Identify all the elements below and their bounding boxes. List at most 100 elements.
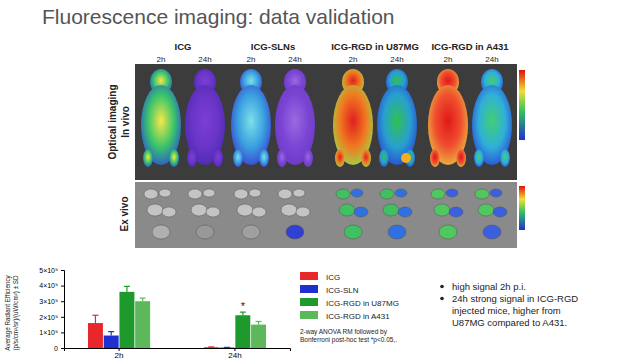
y-tick-label: 5×10⁹ bbox=[39, 267, 58, 274]
error-cap bbox=[124, 286, 130, 287]
organ bbox=[483, 225, 501, 239]
y-axis: 0 1×10⁹ 2×10⁹ 3×10⁹ 4×10⁹ 5×10⁹ bbox=[39, 267, 64, 352]
organ bbox=[380, 189, 394, 199]
bar bbox=[251, 325, 266, 348]
bar bbox=[235, 315, 250, 348]
bullet-text: injected mice, higher from bbox=[452, 305, 561, 316]
y-tick: 1×10⁹ bbox=[39, 329, 64, 336]
organ bbox=[196, 225, 214, 239]
significance: * bbox=[241, 300, 246, 312]
x-tick-label: 2h bbox=[115, 351, 124, 360]
bar bbox=[119, 292, 134, 348]
row-label: In vivo bbox=[120, 106, 131, 138]
column-label: ICG-SLNs bbox=[251, 41, 295, 52]
error-cap bbox=[108, 331, 114, 332]
annotation: Bonferroni post-hoc test *p<0.05,. bbox=[300, 336, 397, 344]
y-tick-mark bbox=[61, 317, 64, 318]
organ bbox=[281, 204, 297, 216]
x-tick: 24h bbox=[228, 348, 241, 360]
mouse-leg bbox=[379, 149, 389, 167]
organ bbox=[242, 225, 260, 239]
organ bbox=[490, 189, 502, 197]
organ bbox=[252, 207, 266, 217]
organ bbox=[191, 204, 207, 216]
y-tick-mark bbox=[61, 301, 64, 302]
error-cap bbox=[224, 347, 230, 348]
organ bbox=[475, 189, 489, 199]
y-tick: 3×10⁹ bbox=[39, 298, 64, 305]
bar bbox=[104, 336, 119, 348]
y-tick-label: 0 bbox=[54, 345, 58, 352]
bar bbox=[135, 301, 150, 348]
y-axis-title: Average Radiant Efficiency bbox=[4, 274, 12, 350]
mouse-leg bbox=[456, 149, 466, 167]
organ bbox=[144, 189, 158, 199]
organ bbox=[159, 189, 171, 197]
bullet-dot bbox=[440, 297, 444, 301]
x-axis: 2h 24h bbox=[65, 348, 291, 360]
mouse-leg bbox=[169, 149, 179, 167]
legend-label: ICG-SLN bbox=[326, 286, 359, 295]
mouse-leg bbox=[187, 149, 197, 167]
mouse-leg bbox=[430, 149, 440, 167]
time-label: 2h bbox=[157, 55, 166, 64]
legend-swatch bbox=[300, 285, 318, 293]
organ bbox=[296, 207, 310, 217]
legend-label: ICG-RGD in A431 bbox=[326, 312, 390, 321]
mouse-leg bbox=[213, 149, 223, 167]
column-label: ICG-RGD in U87MG bbox=[331, 41, 419, 52]
organ bbox=[234, 189, 248, 199]
ex-vivo-background bbox=[135, 182, 517, 248]
y-tick-mark bbox=[61, 332, 64, 333]
annotation: 2-way ANOVA RM followed by bbox=[300, 328, 388, 336]
organ bbox=[237, 204, 253, 216]
error-cap bbox=[92, 315, 98, 316]
time-label: 2h bbox=[444, 55, 453, 64]
bullet-text: high signal 2h p.i. bbox=[452, 281, 526, 292]
y-tick: 0 bbox=[54, 345, 64, 352]
error-cap bbox=[208, 346, 214, 347]
x-tick-label: 24h bbox=[228, 351, 241, 360]
title: Fluorescence imaging: data validation bbox=[42, 5, 395, 28]
bullet-text: 24h strong signal in ICG-RGD bbox=[452, 293, 578, 304]
chart: 0 1×10⁹ 2×10⁹ 3×10⁹ 4×10⁹ 5×10⁹ 2h 24h Average R… bbox=[4, 267, 399, 360]
organ bbox=[354, 207, 368, 217]
y-tick: 4×10⁹ bbox=[39, 282, 64, 289]
organ bbox=[449, 207, 463, 217]
legend-label: ICG-RGD in U87MG bbox=[326, 299, 399, 308]
organ bbox=[249, 189, 261, 197]
legend-label: ICG bbox=[326, 273, 340, 282]
y-tick-label: 1×10⁹ bbox=[39, 329, 58, 336]
time-label: 24h bbox=[390, 55, 403, 64]
time-label: 2h bbox=[247, 55, 256, 64]
mouse-leg bbox=[303, 149, 313, 167]
organ bbox=[351, 189, 363, 197]
organ bbox=[493, 207, 507, 217]
y-tick-label: 4×10⁹ bbox=[39, 282, 58, 289]
organ bbox=[162, 207, 176, 217]
mouse-leg bbox=[474, 149, 484, 167]
bars bbox=[88, 286, 266, 348]
time-label: 24h bbox=[485, 55, 498, 64]
x-axis-line bbox=[65, 349, 291, 352]
organ bbox=[388, 225, 406, 239]
mouse-leg bbox=[335, 149, 345, 167]
organ bbox=[398, 207, 412, 217]
imaging-panel: ICG 2h 24h ICG-SLNs 2h 24h ICG-RGD in U87MG 2h 2… bbox=[107, 41, 525, 248]
legend-swatch bbox=[300, 272, 318, 280]
in-vivo-background bbox=[135, 64, 517, 180]
y-tick: 5×10⁹ bbox=[39, 267, 64, 274]
y-tick-mark bbox=[61, 270, 64, 271]
bullet-dot bbox=[440, 285, 444, 289]
tumor-signal bbox=[401, 153, 411, 163]
time-label: 2h bbox=[349, 55, 358, 64]
y-tick-label: 2×10⁹ bbox=[39, 314, 58, 321]
mouse-leg bbox=[143, 149, 153, 167]
legend-swatch bbox=[300, 298, 318, 306]
y-axis-title: (p/s/cm²/sr)/(uW/cm²) ± SD bbox=[12, 275, 20, 351]
error-bar bbox=[95, 315, 96, 323]
organ bbox=[434, 204, 450, 216]
legend: ICG ICG-SLN ICG-RGD in U87MG ICG-RGD in A43… bbox=[300, 272, 399, 321]
column-label: ICG bbox=[175, 41, 192, 52]
organ bbox=[336, 189, 350, 199]
